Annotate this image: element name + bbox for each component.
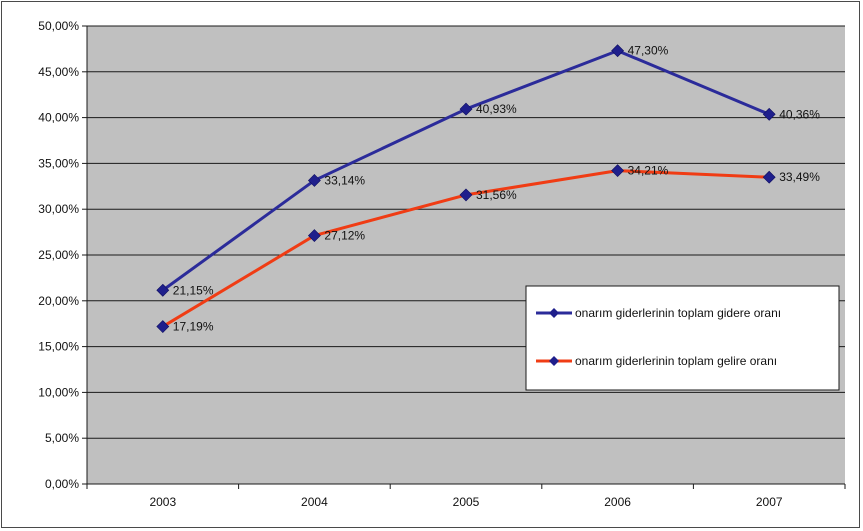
y-tick-label: 10,00% — [38, 385, 79, 399]
legend-box — [525, 285, 840, 391]
legend: onarım giderlerinin toplam gidere oranı o… — [525, 285, 840, 391]
series-markers — [156, 44, 776, 333]
x-tick-label: 2005 — [453, 495, 480, 509]
y-tick-label: 15,00% — [38, 340, 79, 354]
y-axis-ticks: 0,00% 5,00% 10,00% 15,00% 20,00% 25,00% 30,00%… — [38, 19, 87, 491]
series-2-data-label: 17,19% — [173, 320, 214, 334]
y-tick-label: 20,00% — [38, 294, 79, 308]
legend-marker-2 — [549, 356, 559, 366]
y-tick-label: 5,00% — [45, 431, 79, 445]
x-tick-label: 2006 — [604, 495, 631, 509]
x-tick-label: 2004 — [301, 495, 328, 509]
series-1-data-label: 21,15% — [173, 283, 214, 297]
legend-label-2: onarım giderlerinin toplam gelire oranı — [575, 354, 777, 368]
series-2-marker — [156, 320, 170, 333]
series-2-data-label: 27,12% — [324, 229, 365, 243]
series-1-marker — [762, 107, 776, 121]
series-2-data-label: 31,56% — [476, 188, 517, 202]
x-tick-label: 2003 — [149, 495, 176, 509]
data-labels: 21,15% 33,14% 40,93% 47,30% 40,36% 17,19% 27,1… — [173, 44, 820, 334]
legend-marker-1 — [549, 308, 559, 318]
y-tick-label: 45,00% — [38, 65, 79, 79]
series-1-marker — [307, 174, 321, 187]
x-tick-label: 2007 — [756, 495, 783, 509]
series-2-marker — [307, 229, 321, 243]
series-1-marker — [611, 44, 625, 58]
y-tick-label: 50,00% — [38, 19, 79, 33]
y-tick-label: 35,00% — [38, 156, 79, 170]
series-1-data-label: 33,14% — [324, 173, 365, 187]
y-tick-label: 25,00% — [38, 248, 79, 262]
series-1-marker — [156, 283, 170, 297]
y-tick-label: 0,00% — [45, 477, 79, 491]
y-tick-label: 40,00% — [38, 111, 79, 125]
series-2-marker — [611, 164, 625, 178]
series-1-data-label: 40,36% — [779, 107, 820, 121]
y-tick-label: 30,00% — [38, 202, 79, 216]
x-axis-ticks: 2003 2004 2005 2006 2007 — [86, 484, 846, 509]
series-1-data-label: 47,30% — [628, 44, 669, 58]
series-2-marker — [459, 188, 473, 202]
series-2-data-label: 34,21% — [628, 164, 669, 178]
series-1-data-label: 40,93% — [476, 102, 517, 116]
series-2-marker — [762, 170, 776, 184]
legend-label-1: onarım giderlerinin toplam gidere oranı — [575, 306, 781, 320]
series-2-data-label: 33,49% — [779, 170, 820, 184]
series-1-marker — [459, 102, 473, 116]
